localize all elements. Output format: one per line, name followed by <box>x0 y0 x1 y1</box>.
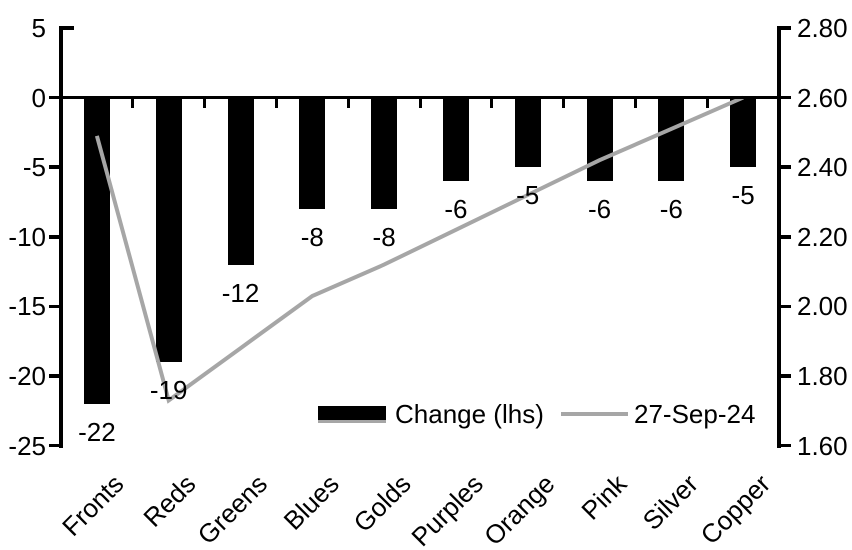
right-axis-tick-label: 2.00 <box>797 291 848 322</box>
category-label-pink: Pink <box>575 468 633 526</box>
right-axis-tick-label: 1.80 <box>797 361 848 391</box>
left-axis-tick <box>48 374 61 378</box>
bar-value-label: -8 <box>300 221 324 252</box>
left-axis-tick-label: 0 <box>31 82 46 113</box>
category-label-golds: Golds <box>347 468 417 538</box>
x-axis-tick <box>131 97 135 108</box>
category-label-greens: Greens <box>191 468 274 550</box>
bar-value-label: -12 <box>221 277 260 308</box>
bar-purples <box>442 97 469 182</box>
left-axis-tick <box>48 235 61 239</box>
x-axis-tick <box>705 97 709 108</box>
x-axis-tick <box>418 97 422 108</box>
bar-value-label: -8 <box>372 221 396 252</box>
bar-value-label: -19 <box>149 375 188 406</box>
right-axis-tick-label: 1.60 <box>797 430 848 461</box>
category-label-silver: Silver <box>636 468 705 536</box>
left-axis-tick <box>48 165 61 169</box>
x-axis-tick <box>490 97 494 108</box>
right-axis-tick-label: 2.40 <box>797 152 848 183</box>
left-axis-tick <box>48 443 61 448</box>
right-axis-tick <box>778 304 791 309</box>
right-axis-tick-label: 2.20 <box>797 221 848 252</box>
bar-value-label: -6 <box>659 194 683 225</box>
bar-value-label: -22 <box>78 416 116 447</box>
bar-value-label: -6 <box>444 194 468 225</box>
right-axis-tick <box>778 95 791 100</box>
right-axis-tick <box>778 235 791 239</box>
bar-fronts <box>83 97 110 404</box>
bar-silver <box>658 97 685 182</box>
x-axis-tick <box>633 97 637 108</box>
left-axis-tick-label: 5 <box>31 13 46 43</box>
bar-pink <box>586 97 613 182</box>
category-label-purples: Purples <box>405 468 489 550</box>
category-label-blues: Blues <box>277 468 346 536</box>
bar-value-label: -5 <box>731 180 755 211</box>
left-axis-tick <box>48 95 61 100</box>
left-axis-tick <box>48 304 61 309</box>
category-label-copper: Copper <box>694 468 776 550</box>
line-series <box>94 95 744 404</box>
x-axis-tick <box>203 97 207 108</box>
right-axis-tick-label: 2.80 <box>797 13 848 43</box>
left-axis-line <box>59 26 63 448</box>
right-axis-tick-label: 2.60 <box>797 82 848 113</box>
bar-value-label: -5 <box>516 180 540 211</box>
bar-blues <box>299 97 326 209</box>
bar-reds <box>155 97 182 363</box>
left-axis-tick-label: -25 <box>8 430 46 461</box>
x-axis-tick <box>274 97 278 108</box>
left-axis-tick-label: -5 <box>22 152 46 183</box>
x-axis-tick <box>346 97 350 108</box>
category-label-fronts: Fronts <box>56 468 130 542</box>
category-label-reds: Reds <box>137 468 202 533</box>
left-axis-tick <box>61 26 74 30</box>
category-label-orange: Orange <box>477 468 561 550</box>
bar-golds <box>371 97 398 209</box>
bar-copper <box>730 97 757 168</box>
x-axis-tick <box>562 97 566 108</box>
right-axis-tick <box>778 26 791 30</box>
left-axis-tick-label: -20 <box>8 361 46 391</box>
right-axis-tick <box>778 443 791 448</box>
right-axis-tick <box>778 165 791 169</box>
bar-greens <box>227 97 254 265</box>
left-axis-tick-label: -10 <box>8 221 46 252</box>
right-axis-tick <box>778 374 791 378</box>
left-axis-tick-label: -15 <box>8 291 46 322</box>
bar-orange <box>514 97 541 168</box>
bar-value-label: -6 <box>587 194 612 225</box>
